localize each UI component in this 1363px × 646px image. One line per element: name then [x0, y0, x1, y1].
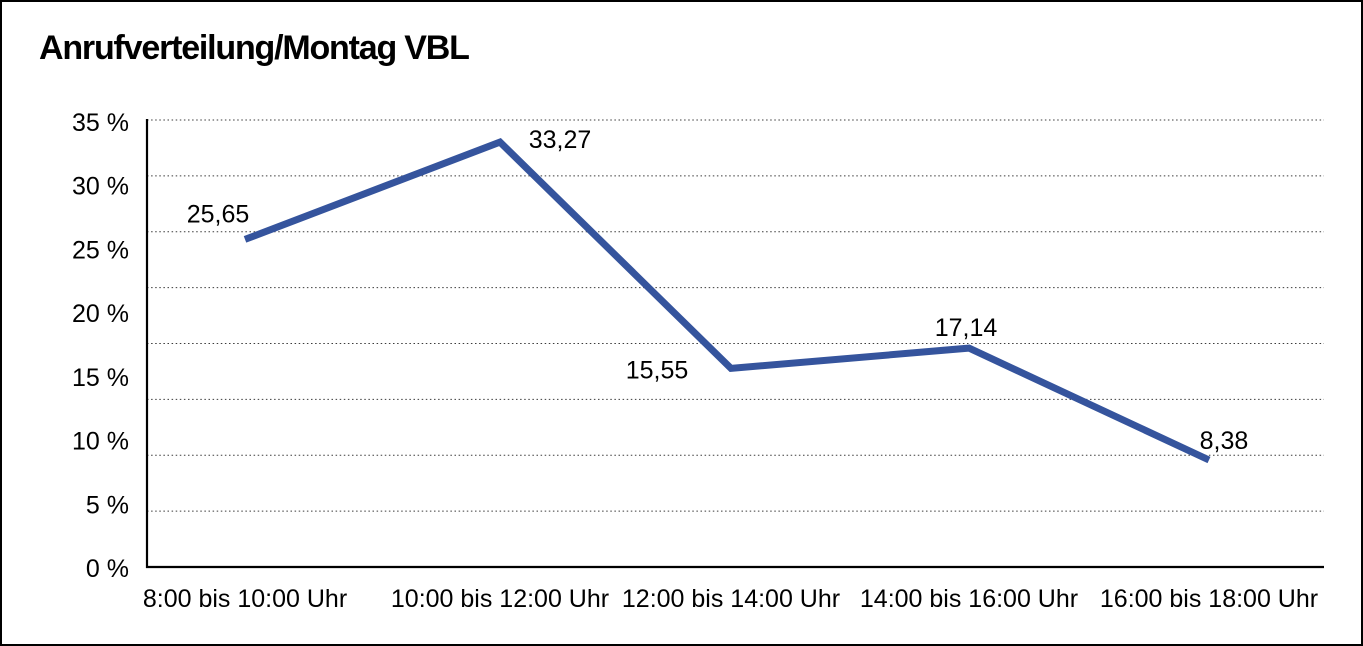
series-line	[243, 138, 1211, 464]
data-point-label: 17,14	[935, 314, 998, 342]
y-axis-label: 15 %	[72, 364, 129, 392]
y-axis-label: 5 %	[86, 491, 129, 519]
data-point-label: 25,65	[187, 200, 250, 228]
y-axis-label: 25 %	[72, 236, 129, 264]
x-axis-label: 8:00 bis 10:00 Uhr	[143, 585, 347, 613]
data-point-label: 33,27	[529, 126, 592, 154]
x-axis-label: 10:00 bis 12:00 Uhr	[391, 585, 609, 613]
x-axis-label: 16:00 bis 18:00 Uhr	[1100, 585, 1318, 613]
y-axis-label: 0 %	[86, 555, 129, 583]
x-axis-label: 12:00 bis 14:00 Uhr	[622, 585, 840, 613]
y-axis-label: 35 %	[72, 109, 129, 137]
y-axis-label: 20 %	[72, 300, 129, 328]
data-point-label: 8,38	[1200, 427, 1249, 455]
y-axis-label: 10 %	[72, 428, 129, 456]
data-point-label: 15,55	[626, 356, 689, 384]
x-axis-label: 14:00 bis 16:00 Uhr	[860, 585, 1078, 613]
y-axis-label: 30 %	[72, 173, 129, 201]
chart-title: Anrufverteilung/Montag VBL	[39, 29, 470, 67]
